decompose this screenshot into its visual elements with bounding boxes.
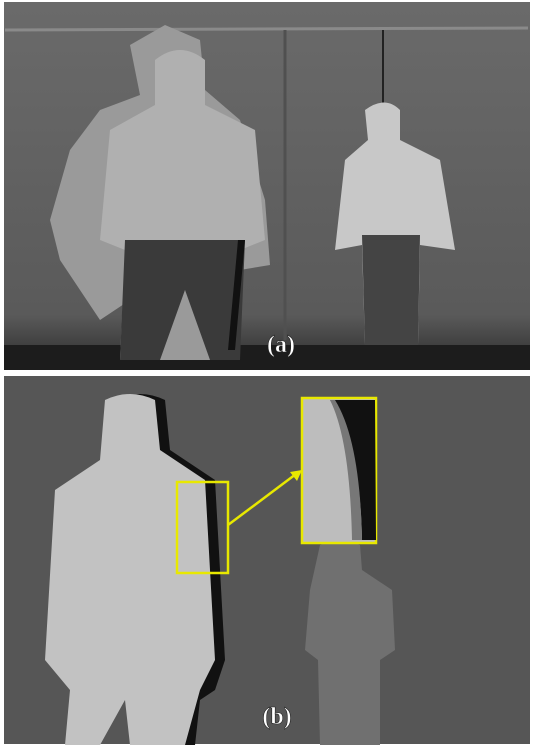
- panel-label: (b): [262, 704, 291, 730]
- figure: (a) (b): [0, 0, 534, 745]
- jeans-right: [362, 235, 420, 345]
- page: (a) (b) (() => { const data = JSON.parse…: [0, 0, 534, 745]
- panel-b: (b): [4, 376, 530, 745]
- panel-a: (a): [4, 2, 530, 370]
- wall-edge: [5, 28, 528, 30]
- panel-label: (a): [267, 332, 295, 358]
